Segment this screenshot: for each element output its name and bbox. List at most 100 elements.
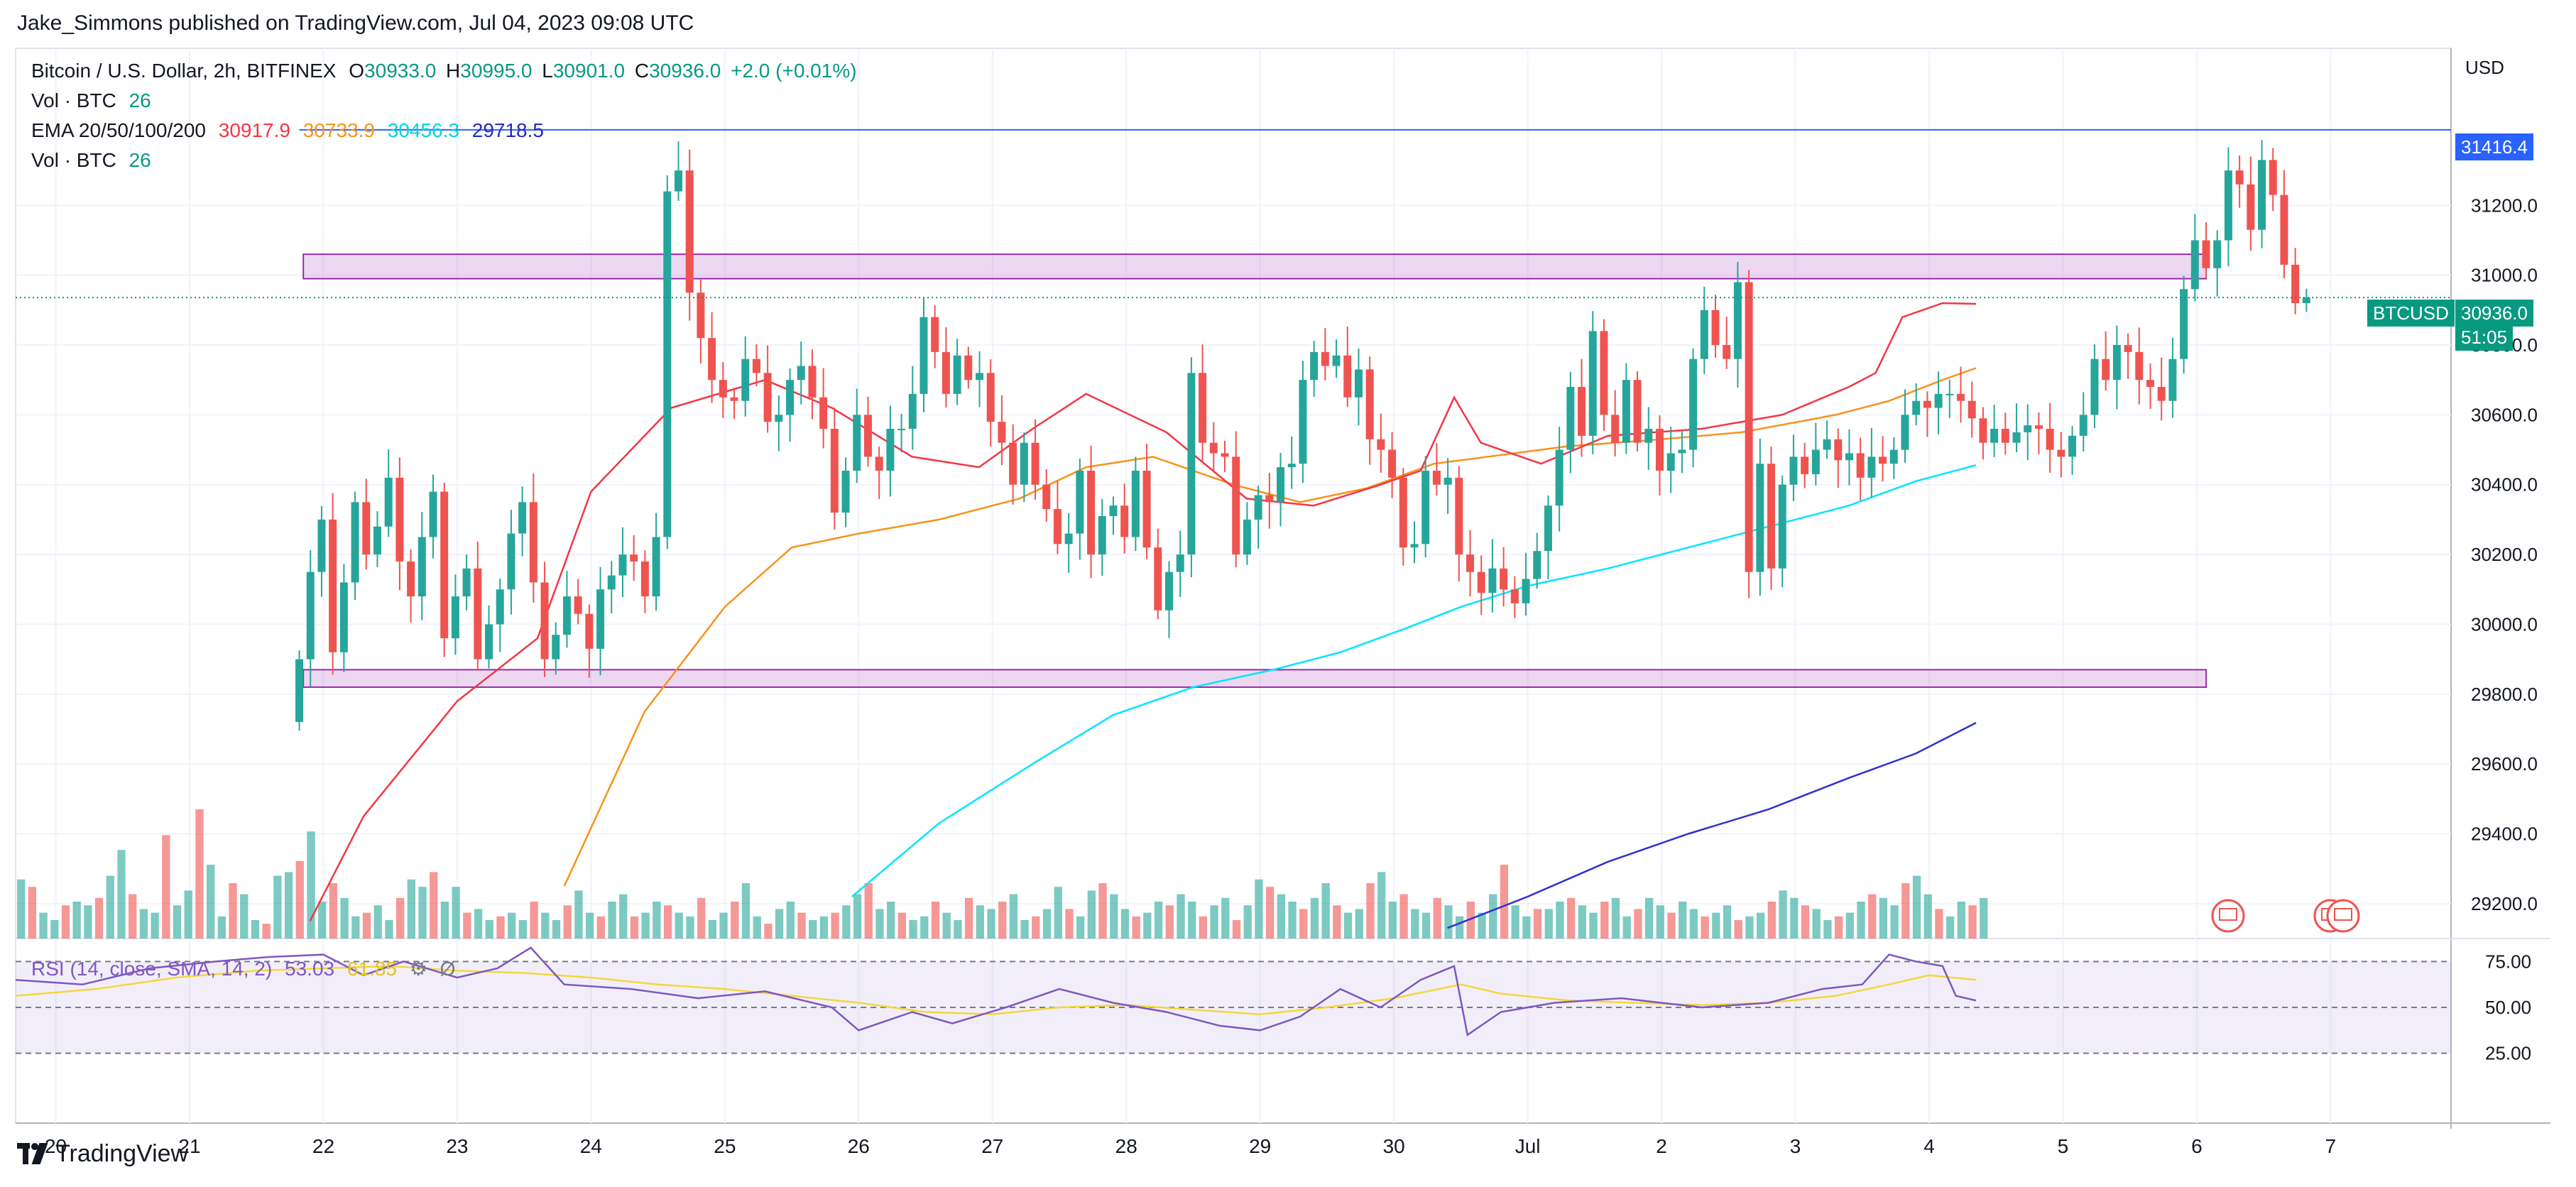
currency-label: USD xyxy=(2465,57,2504,78)
candle-body xyxy=(1923,400,1931,408)
candle-body xyxy=(1689,359,1698,450)
tradingview-logo[interactable]: TradingView xyxy=(17,1140,188,1168)
candle-body xyxy=(685,170,694,293)
candle-body xyxy=(1277,467,1285,503)
volume-bar xyxy=(1912,875,1921,939)
volume-bar xyxy=(385,920,393,939)
volume-bar xyxy=(61,905,70,939)
candle-body xyxy=(1399,477,1407,548)
volume-bar xyxy=(318,902,327,939)
candle-body xyxy=(1767,464,1776,569)
volume-bar xyxy=(1478,912,1486,939)
volume-value-2: 26 xyxy=(129,149,151,171)
support-resistance-zone xyxy=(302,669,2207,688)
ema-legend[interactable]: EMA 20/50/100/200 30917.9 30733.9 30456.… xyxy=(31,119,551,142)
change-value: +2.0 (+0.01%) xyxy=(731,60,857,82)
candle-body xyxy=(1164,571,1173,611)
volume-bar xyxy=(1177,894,1185,939)
volume-bar xyxy=(1421,912,1431,939)
x-tick-label: 21 xyxy=(178,1135,200,1157)
candle-body xyxy=(1856,453,1865,478)
rsi-settings-icon[interactable]: ⚙ xyxy=(409,958,427,980)
candle-body xyxy=(2068,435,2077,457)
candle-body xyxy=(2079,415,2087,436)
volume-bar xyxy=(1622,916,1631,939)
volume-bar xyxy=(117,850,126,939)
volume-bar xyxy=(1154,902,1163,939)
candle-body xyxy=(1232,456,1240,555)
volume-bar xyxy=(50,920,59,939)
volume-bar xyxy=(831,912,839,939)
candle-body xyxy=(2057,449,2065,457)
candle-body xyxy=(407,561,415,597)
candle-body xyxy=(808,366,817,398)
candle-body xyxy=(295,659,304,723)
candle-body xyxy=(1343,355,1352,398)
bar-countdown: 51:05 xyxy=(2455,324,2514,351)
volume-bar xyxy=(1098,883,1107,939)
volume-bar xyxy=(1032,916,1040,939)
volume-bar xyxy=(1679,902,1687,939)
candle-body xyxy=(1901,415,1909,450)
candle-body xyxy=(1733,282,1742,359)
published-note: Jake_Simmons published on TradingView.co… xyxy=(17,11,694,35)
candle-body xyxy=(1265,495,1274,503)
volume-bar xyxy=(1232,920,1241,939)
candle-body xyxy=(2280,195,2288,265)
volume-bar xyxy=(1042,909,1052,939)
volume-bar xyxy=(1600,902,1609,939)
x-tick-label: 4 xyxy=(1923,1135,1935,1157)
volume-bar xyxy=(954,920,962,939)
volume-bar xyxy=(1377,872,1386,939)
volume-bar xyxy=(731,902,739,939)
volume-bar xyxy=(819,916,829,939)
us-flag-event-icon xyxy=(2326,899,2360,933)
ema200-line xyxy=(1447,721,1977,929)
symbol-title[interactable]: Bitcoin / U.S. Dollar, 2h, BITFINEX xyxy=(31,60,337,82)
volume-legend[interactable]: Vol · BTC 26 xyxy=(31,149,158,172)
candle-body xyxy=(1187,373,1196,555)
x-tick-label: 25 xyxy=(714,1135,736,1157)
x-tick-label: 7 xyxy=(2325,1135,2337,1157)
volume-bar xyxy=(875,909,884,939)
volume-bar xyxy=(452,887,460,939)
volume-label-2: Vol · BTC xyxy=(31,149,116,171)
y-tick-label: 29800.0 xyxy=(2471,684,2538,705)
volume-bar xyxy=(630,916,639,939)
candle-body xyxy=(1723,345,1731,359)
candle-body xyxy=(1544,505,1552,552)
candle-body xyxy=(1845,453,1853,461)
volume-bar xyxy=(1399,894,1408,939)
candle-body xyxy=(2224,170,2232,241)
close-value: 30936.0 xyxy=(649,60,721,82)
volume-bar xyxy=(1299,909,1308,939)
candle-body xyxy=(2247,184,2255,230)
volume-bar xyxy=(675,912,683,939)
x-tick-label: 20 xyxy=(45,1135,67,1157)
rsi-legend[interactable]: RSI (14, close, SMA, 14, 2) 53.03 61.85 … xyxy=(31,957,462,980)
volume-bar xyxy=(1533,909,1542,939)
volume-bar xyxy=(1812,909,1821,939)
volume-bar xyxy=(1265,887,1275,939)
volume-bar xyxy=(1767,902,1777,939)
volume-bar xyxy=(853,894,862,939)
candle-body xyxy=(384,477,393,527)
candle-body xyxy=(496,589,504,625)
volume-bar xyxy=(1243,905,1252,939)
candle-body xyxy=(1879,456,1887,464)
volume-bar xyxy=(1165,905,1174,939)
x-tick-label: 29 xyxy=(1249,1135,1271,1157)
volume-bar xyxy=(139,909,148,939)
candle-body xyxy=(1578,387,1586,436)
candle-body xyxy=(485,624,493,660)
volume-bar xyxy=(474,909,483,939)
candle-body xyxy=(1310,351,1319,381)
rsi-level-label: 50.00 xyxy=(2485,997,2531,1018)
close-label: C xyxy=(634,60,650,82)
volume-bar xyxy=(753,916,761,939)
volume-legend-top[interactable]: Vol · BTC 26 xyxy=(31,89,158,112)
candle-body xyxy=(1823,439,1831,450)
candle-body xyxy=(552,635,560,660)
volume-bar xyxy=(1868,894,1877,939)
